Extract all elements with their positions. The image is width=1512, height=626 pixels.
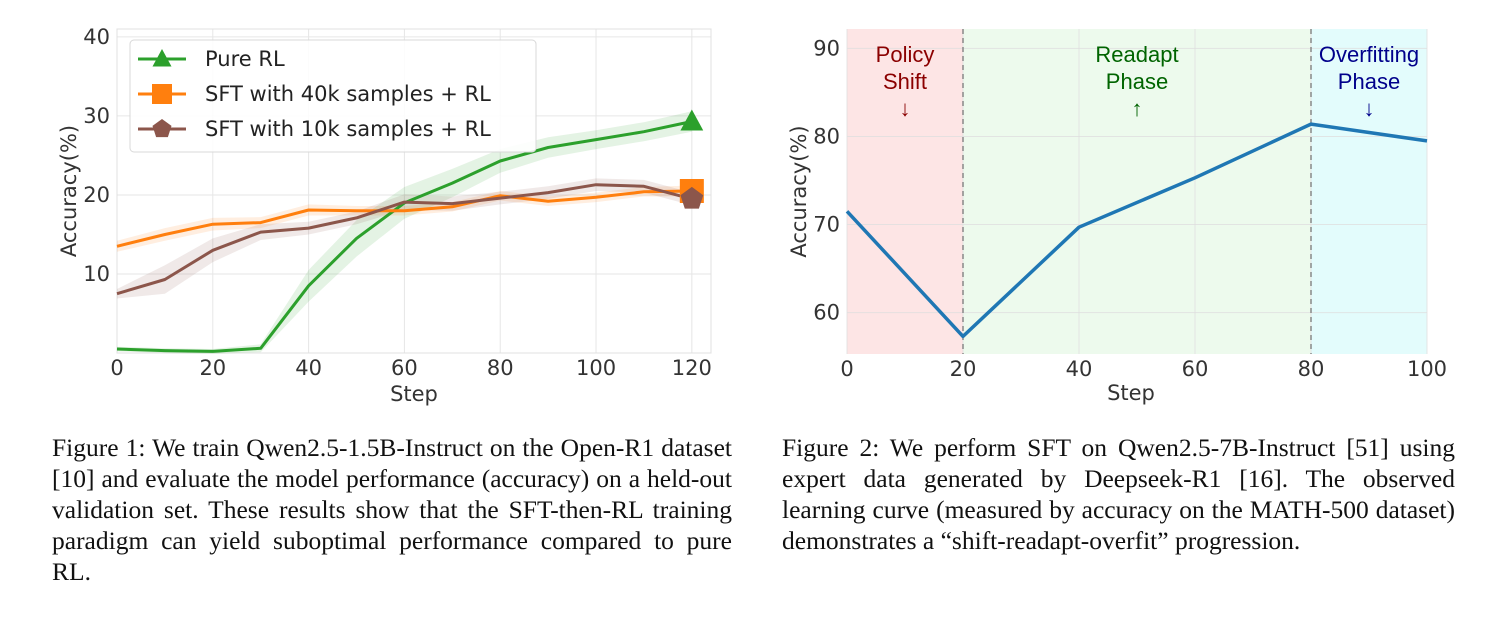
legend-box	[129, 39, 537, 153]
y-tick-label: 80	[813, 124, 840, 148]
y-tick-label: 70	[813, 213, 840, 237]
region-1-label-line: Readapt	[1095, 42, 1178, 67]
legend-label-0: Pure RL	[205, 47, 285, 71]
y-tick-label: 10	[83, 262, 110, 286]
region-0-label-line: Shift	[883, 69, 927, 94]
x-axis-label: Step	[1107, 381, 1155, 405]
x-tick-label: 100	[1407, 357, 1447, 381]
legend-marker-2	[152, 119, 172, 138]
y-tick-label: 30	[83, 104, 110, 128]
region-0-label-line: ↓	[900, 96, 911, 121]
y-axis-label: Accuracy(%)	[787, 125, 811, 257]
legend-marker-1	[152, 84, 172, 104]
x-tick-label: 0	[110, 356, 123, 380]
legend-label-1: SFT with 40k samples + RL	[205, 82, 491, 106]
x-tick-label: 0	[840, 357, 853, 381]
x-tick-label: 80	[487, 356, 514, 380]
figure-2-caption: Figure 2: We perform SFT on Qwen2.5-7B-I…	[782, 433, 1455, 555]
y-tick-label: 40	[83, 25, 110, 49]
x-tick-label: 100	[576, 356, 616, 380]
region-1-background	[963, 29, 1311, 354]
region-2-label-line: Overfitting	[1319, 42, 1419, 67]
accuracy-line	[845, 122, 1428, 339]
y-tick-label: 20	[83, 183, 110, 207]
region-0-label-line: Policy	[876, 42, 935, 67]
series-0-band	[117, 111, 692, 354]
legend: Pure RL SFT with 40k samples + RL SFT with…	[129, 39, 537, 153]
series-2-line	[116, 183, 693, 296]
x-tick-label: 120	[672, 356, 712, 380]
region-2-label-line: Phase	[1338, 69, 1400, 94]
x-axis-label: Step	[390, 382, 438, 406]
series-1-line	[116, 189, 692, 248]
x-tick-label: 60	[391, 356, 418, 380]
x-tick-label: 20	[199, 356, 226, 380]
region-2-label-line: ↓	[1364, 96, 1375, 121]
y-axis-label: Accuracy(%)	[57, 125, 81, 257]
y-tick-label: 90	[813, 36, 840, 60]
legend-marker-0	[152, 49, 172, 67]
region-0-background	[847, 29, 963, 354]
series-2-end-marker	[680, 186, 704, 209]
chart-2: PolicyShift↓ReadaptPhase↑OverfittingPhas…	[787, 29, 1447, 405]
figure-1-caption: Figure 1: We train Qwen2.5-1.5B-Instruct…	[52, 433, 732, 586]
x-tick-label: 80	[1298, 357, 1325, 381]
plot-frame	[116, 28, 712, 354]
legend-label-2: SFT with 10k samples + RL	[205, 117, 491, 141]
region-2-background	[1311, 29, 1427, 354]
region-1-label-line: Phase	[1106, 69, 1168, 94]
y-tick-label: 60	[813, 301, 840, 325]
chart-1: 0 20 40 60 80 100 120 10 20 30 40 Step Accuracy(%) Pu…	[57, 25, 712, 406]
region-1-label-line: ↑	[1132, 96, 1143, 121]
x-tick-label: 60	[1182, 357, 1209, 381]
x-tick-label: 40	[295, 356, 322, 380]
x-tick-label: 20	[950, 357, 977, 381]
x-tick-label: 40	[1066, 357, 1093, 381]
series-0-end-marker	[680, 109, 704, 131]
